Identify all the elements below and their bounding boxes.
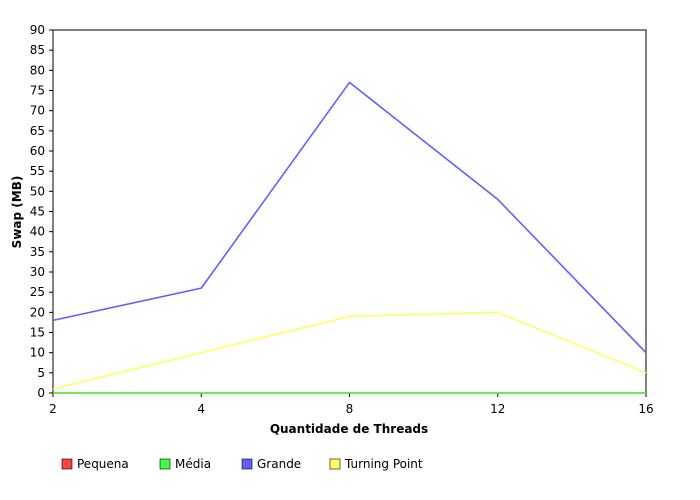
y-tick-label: 35 (30, 245, 45, 259)
y-tick-label: 90 (30, 23, 45, 37)
legend-label: Grande (257, 457, 301, 471)
y-tick-label: 50 (30, 184, 45, 198)
x-tick-label: 2 (49, 402, 57, 416)
legend-label: Pequena (77, 457, 129, 471)
series-lines (52, 81, 647, 394)
legend-label: Média (175, 457, 211, 471)
x-tick-label: 16 (638, 402, 653, 416)
y-tick-label: 15 (30, 326, 45, 340)
plot-area (52, 29, 647, 394)
x-axis-ticks: 2 4 8 12 16 (49, 393, 654, 416)
y-tick-label: 40 (30, 225, 45, 239)
y-tick-label: 30 (30, 265, 45, 279)
y-tick-label: 65 (30, 124, 45, 138)
y-tick-label: 85 (30, 43, 45, 57)
y-tick-label: 25 (30, 285, 45, 299)
y-axis-ticks: 0 5 10 15 20 25 30 35 40 45 50 55 60 65 70 75 80 85 90 (30, 23, 53, 400)
y-tick-label: 0 (37, 386, 45, 400)
x-tick-label: 12 (490, 402, 505, 416)
y-tick-label: 60 (30, 144, 45, 158)
series-line-turning-point (52, 311, 647, 390)
legend: Pequena Média Grande Turning Point (61, 457, 423, 471)
y-tick-label: 10 (30, 346, 45, 360)
y-tick-label: 5 (37, 366, 45, 380)
y-tick-label: 45 (30, 205, 45, 219)
legend-swatch (329, 458, 341, 470)
y-tick-label: 80 (30, 63, 45, 77)
series-line-grande (52, 81, 647, 354)
y-tick-label: 70 (30, 104, 45, 118)
legend-swatch (159, 458, 171, 470)
x-tick-label: 4 (197, 402, 205, 416)
legend-swatch (241, 458, 253, 470)
y-tick-label: 75 (30, 84, 45, 98)
legend-label: Turning Point (344, 457, 423, 471)
y-tick-label: 20 (30, 305, 45, 319)
x-axis-title: Quantidade de Threads (270, 422, 428, 436)
legend-swatch (61, 458, 73, 470)
y-tick-label: 55 (30, 164, 45, 178)
y-axis-title: Swap (MB) (10, 176, 24, 249)
x-tick-label: 8 (346, 402, 354, 416)
